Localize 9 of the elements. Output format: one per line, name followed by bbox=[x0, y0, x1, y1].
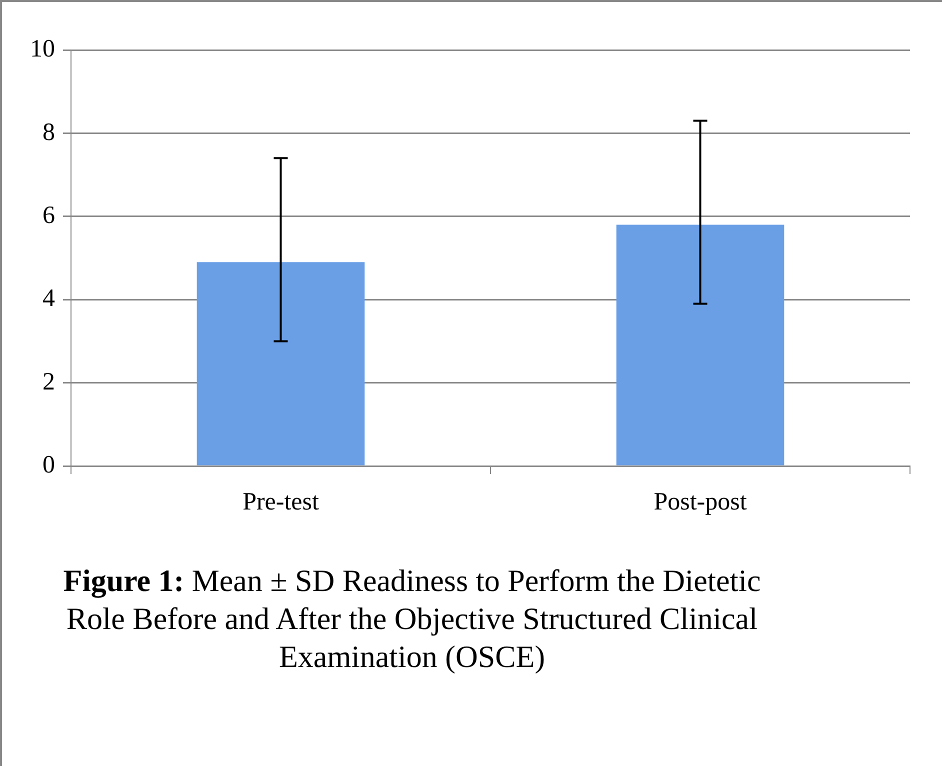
y-tick-label: 2 bbox=[42, 368, 55, 396]
y-tick-label: 0 bbox=[42, 452, 55, 479]
x-tick-label: Post-post bbox=[654, 488, 747, 516]
y-tick-label: 6 bbox=[42, 202, 55, 229]
x-tick-label: Pre-test bbox=[242, 488, 319, 516]
y-tick-label: 4 bbox=[42, 285, 56, 312]
y-tick-label: 10 bbox=[30, 36, 55, 63]
text: Figure 1: Mean ± SD Readiness to Perform the Dietetic Role Before and After the Objective Structured Clinical Examination (OSCE) bbox=[62, 562, 762, 676]
y-tick-label: 8 bbox=[42, 118, 55, 146]
